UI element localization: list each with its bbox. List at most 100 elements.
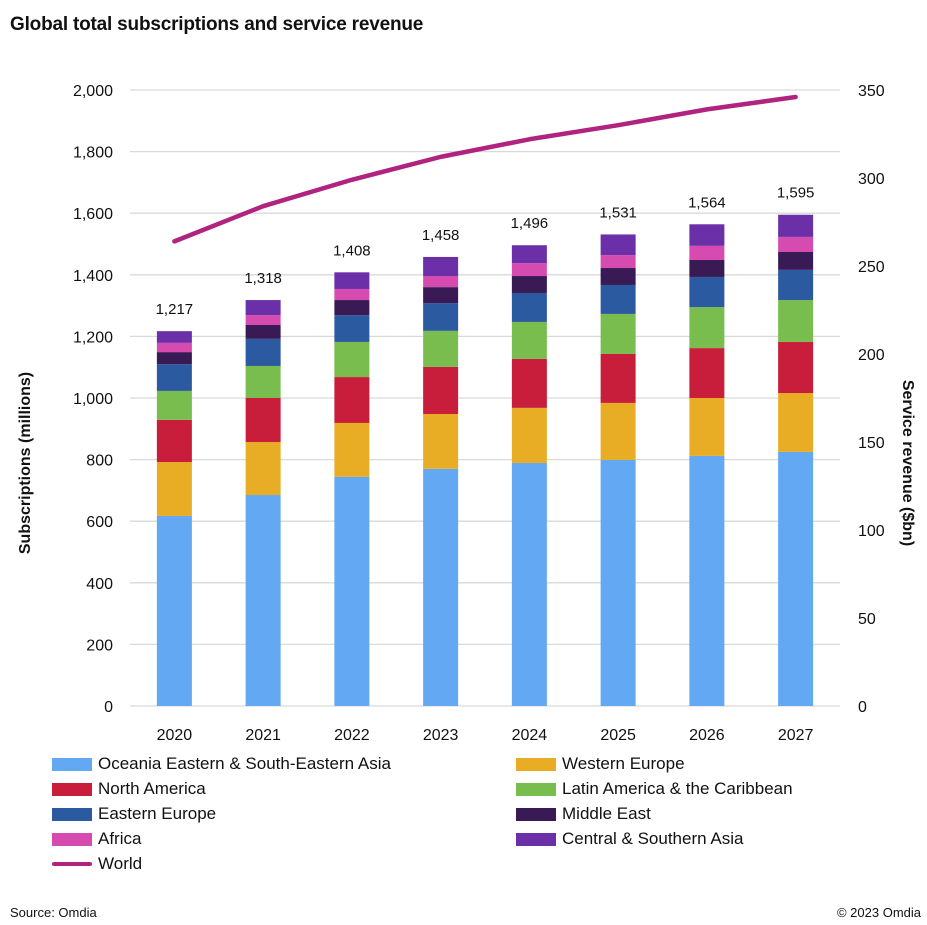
bar-segment (511, 245, 547, 264)
total-labels: 1,217 1,318 1,408 1,458 1,496 1,531 1,564 1,595 (156, 185, 815, 318)
bar-segment (778, 214, 814, 237)
legend-swatch (52, 832, 92, 846)
legend-label: Western Europe (562, 754, 685, 773)
bar-segment (334, 422, 370, 477)
bar-segment (423, 414, 459, 469)
bar-segment (245, 442, 281, 496)
legend-label: Africa (98, 829, 142, 848)
y2-tick-label: 150 (858, 435, 885, 452)
bar-segment (600, 353, 636, 403)
bar-segment (245, 398, 281, 443)
y-tick-label: 1,600 (73, 206, 113, 223)
bar-segment (156, 331, 192, 343)
bar-segment (600, 402, 636, 460)
bar-segment (778, 393, 814, 452)
total-data-label: 1,217 (156, 301, 194, 318)
y-tick-label: 1,000 (73, 391, 113, 408)
bar-stack-2024 (511, 245, 547, 706)
bar-segment (423, 303, 459, 331)
bar-stack-2023 (423, 256, 459, 706)
bar-segment (600, 284, 636, 314)
y-tick-label: 200 (86, 637, 113, 654)
bar-segment (423, 330, 459, 367)
bar-segment (245, 325, 281, 339)
bar-segment (334, 476, 370, 706)
legend-swatch (516, 782, 556, 796)
legend-item: Central & Southern Asia (516, 828, 743, 850)
legend-swatch (52, 757, 92, 771)
y-tick-label: 400 (86, 576, 113, 593)
x-tick-label: 2026 (689, 727, 725, 744)
y2-tick-label: 200 (858, 347, 885, 364)
bar-segment (511, 462, 547, 706)
bar-segment (423, 366, 459, 415)
bar-segment (423, 276, 459, 288)
gridlines (130, 89, 840, 707)
source-note: Source: Omdia (10, 905, 97, 920)
bar-segment (156, 390, 192, 420)
bar-segment (334, 272, 370, 289)
x-tick-label: 2025 (600, 727, 636, 744)
total-data-label: 1,408 (333, 242, 371, 259)
x-tick-label: 2021 (245, 727, 281, 744)
bar-segment (600, 234, 636, 256)
bar-segment (689, 307, 725, 349)
bar-segment (689, 348, 725, 398)
bar-stack-2026 (689, 224, 725, 706)
bar-segment (423, 256, 459, 277)
total-data-label: 1,496 (511, 215, 549, 232)
x-tick-label: 2022 (334, 727, 370, 744)
total-data-label: 1,564 (688, 194, 726, 211)
bar-segment (778, 341, 814, 394)
world-line (172, 94, 798, 244)
bar-segment (689, 224, 725, 246)
legend-swatch (52, 807, 92, 821)
bar-segment (245, 495, 281, 706)
bar-segment (334, 341, 370, 378)
y-tick-label: 1,200 (73, 329, 113, 346)
legend-item: Africa (52, 828, 141, 850)
bar-segment (689, 260, 725, 277)
bar-segment (600, 268, 636, 285)
bar-segment (511, 407, 547, 463)
bar-segment (334, 377, 370, 423)
x-tick-label: 2024 (512, 727, 548, 744)
bar-stack-2027 (778, 214, 814, 706)
bar-stacks (156, 214, 814, 706)
legend-swatch (516, 832, 556, 846)
y2-tick-label: 250 (858, 259, 885, 276)
bar-segment (334, 315, 370, 342)
legend-label: Central & Southern Asia (562, 829, 744, 848)
y-tick-label: 1,800 (73, 145, 113, 162)
total-data-label: 1,318 (244, 270, 282, 287)
bar-segment (689, 245, 725, 261)
bar-segment (778, 300, 814, 342)
bar-segment (245, 338, 281, 366)
legend-item: Latin America & the Caribbean (516, 778, 793, 800)
bar-segment (600, 459, 636, 706)
legend-swatch (52, 782, 92, 796)
bar-segment (334, 300, 370, 316)
legend-label: North America (98, 779, 206, 798)
legend-label: Latin America & the Caribbean (562, 779, 793, 798)
legend-label: Eastern Europe (98, 804, 217, 823)
legend-label: Middle East (562, 804, 651, 823)
legend-item: Oceania Eastern & South-Eastern Asia (52, 753, 391, 775)
bar-segment (245, 315, 281, 326)
bar-segment (423, 287, 459, 304)
x-tick-label: 2020 (157, 727, 193, 744)
bar-segment (778, 269, 814, 301)
bar-segment (511, 276, 547, 293)
bar-segment (334, 288, 370, 301)
total-data-label: 1,595 (777, 185, 815, 202)
bar-segment (778, 252, 814, 270)
bar-segment (689, 455, 725, 706)
bar-segment (245, 365, 281, 398)
bar-segment (778, 451, 814, 706)
bar-stack-2022 (334, 272, 370, 706)
total-data-label: 1,531 (599, 204, 637, 221)
x-tick-label: 2023 (423, 727, 459, 744)
total-data-label: 1,458 (422, 227, 460, 244)
y-axis-title: Subscriptions (millions) (17, 372, 34, 554)
bar-stack-2021 (245, 300, 281, 706)
